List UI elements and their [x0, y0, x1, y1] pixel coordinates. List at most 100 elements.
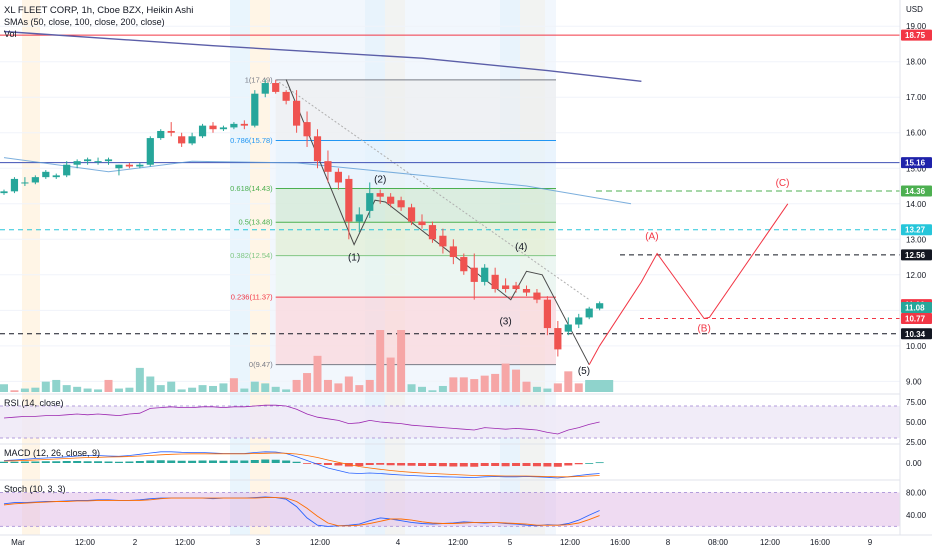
fib-level-label: 0(9.47): [249, 360, 273, 369]
volume-bars: [0, 330, 614, 392]
macd-histogram-bar: [553, 463, 562, 467]
fib-level-label: 0.618(14.43): [230, 184, 273, 193]
macd-histogram-bar: [250, 460, 259, 463]
macd-histogram-bar: [94, 461, 103, 463]
macd-histogram-bar: [564, 463, 573, 466]
candle-body: [449, 246, 457, 258]
wave-label: (4): [515, 242, 527, 253]
price-tag-label: 10.77: [905, 314, 926, 323]
candle-body: [564, 324, 572, 332]
candle-body: [470, 267, 478, 282]
volume-bar: [522, 381, 531, 392]
volume-bar: [41, 381, 50, 392]
time-tick-label: 16:00: [610, 538, 631, 547]
time-axis[interactable]: Mar 12:00 2 12:00 3 12:00 4 12:00 5 12:00 16:00 8 08…: [0, 534, 932, 547]
macd-histogram-bar: [271, 459, 280, 463]
elliott-wave-drawing[interactable]: (1) (2) (3) (4) (5) (A) (B) (C): [285, 79, 789, 378]
candle-body: [387, 196, 395, 204]
moving-averages: [3, 30, 642, 205]
candle-body: [428, 225, 437, 240]
macd-histogram-bar: [543, 463, 552, 467]
candle-body: [585, 308, 593, 318]
time-tick-label: 16:00: [810, 538, 831, 547]
volume-bar: [10, 390, 19, 392]
fib-level-label: 0.786(15.78): [230, 136, 273, 145]
volume-bar: [459, 377, 468, 392]
macd-histogram-bar: [459, 463, 468, 467]
volume-bar: [219, 383, 228, 392]
macd-histogram-bar: [323, 463, 332, 465]
volume-bar: [104, 379, 113, 392]
volume-bar: [512, 369, 521, 392]
macd-histogram-bar: [135, 461, 144, 463]
rsi-band: [0, 406, 900, 438]
macd-histogram-bar: [512, 463, 521, 466]
candle-body: [63, 164, 71, 176]
candle-body: [376, 193, 384, 197]
macd-histogram-bar: [167, 460, 176, 463]
volume-bar: [303, 373, 312, 392]
price-axis[interactable]: USD 19.00 18.00 17.00 16.00 15.00 14.00 13.00 12…: [899, 0, 932, 550]
macd-histogram-bar: [104, 461, 113, 463]
rsi-tick-label: 75.00: [906, 398, 927, 407]
volume-bar: [177, 389, 186, 392]
macd-histogram-bar: [198, 460, 207, 463]
candlesticks[interactable]: [0, 79, 604, 357]
macd-histogram-bar: [156, 460, 165, 463]
time-tick-label: 5: [508, 538, 513, 547]
candle-body: [188, 136, 196, 144]
volume-bar: [156, 385, 165, 392]
volume-bar: [229, 378, 238, 392]
macd-histogram-bar: [292, 461, 301, 463]
price-tag: [901, 301, 932, 313]
candle-body: [240, 123, 248, 126]
volume-bar: [532, 386, 541, 392]
volume-bar: [449, 377, 458, 392]
fibonacci-retracement[interactable]: 1(17.49) 0.786(15.78) 0.618(14.43) 0.5(13.4…: [230, 75, 590, 369]
macd-signal-line: [3, 452, 600, 478]
candle-body: [293, 100, 301, 126]
candle-body: [219, 127, 228, 130]
sma-slow-line: [3, 30, 642, 82]
volume-bar: [73, 386, 82, 392]
price-tag-label: 12.56: [905, 251, 926, 260]
volume-bar: [282, 389, 291, 392]
price-tick-label: 13.00: [906, 235, 927, 244]
macd-histogram-bar: [438, 463, 447, 467]
macd-histogram-bar: [229, 460, 238, 463]
wave-label: (3): [499, 317, 511, 328]
macd-histogram-bar: [73, 461, 82, 463]
rsi-tick-label: 25.00: [906, 438, 927, 447]
candle-body: [355, 214, 363, 222]
time-tick-label: 3: [256, 538, 261, 547]
macd-histogram-bar: [491, 463, 500, 466]
volume-bar: [209, 385, 217, 392]
time-tick-label: 9: [868, 538, 873, 547]
volume-bar: [52, 379, 61, 392]
macd-histogram-bar: [418, 463, 426, 466]
volume-bar: [292, 379, 301, 392]
price-tag: [901, 312, 932, 324]
candle-body: [31, 177, 39, 183]
candle-body: [345, 178, 353, 222]
volume-bar: [188, 387, 197, 392]
session-band: [230, 0, 250, 535]
candle-body: [104, 159, 113, 162]
macd-histogram-bar: [240, 460, 249, 463]
macd-histogram-bar: [480, 463, 489, 466]
macd-line: [3, 451, 600, 479]
macd-histogram-bar: [532, 463, 541, 467]
macd-histogram-bar: [470, 463, 479, 467]
macd-histogram-bar: [10, 461, 19, 463]
rsi-line: [3, 404, 600, 435]
candle-body: [596, 303, 604, 309]
candle-body: [481, 267, 489, 282]
impulse-wave-path: [285, 79, 590, 365]
time-tick-label: 12:00: [310, 538, 331, 547]
candle-body: [42, 171, 50, 178]
macd-histogram-bar: [355, 463, 364, 466]
corrective-projection-path: [588, 203, 789, 365]
price-tick-label: 9.00: [906, 377, 922, 386]
volume-bar: [480, 375, 489, 392]
